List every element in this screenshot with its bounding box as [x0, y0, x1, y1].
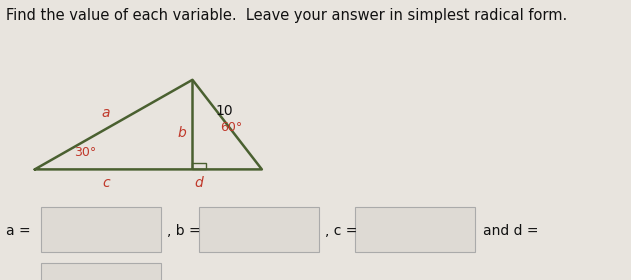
Text: d: d [194, 176, 203, 190]
Text: , c =: , c = [325, 224, 357, 238]
Text: b: b [177, 126, 186, 140]
Text: and d =: and d = [483, 224, 538, 238]
Text: 10: 10 [215, 104, 233, 118]
Text: a =: a = [6, 224, 31, 238]
FancyBboxPatch shape [41, 263, 161, 280]
Bar [192, 163, 206, 169]
FancyBboxPatch shape [355, 207, 475, 252]
Text: 30°: 30° [74, 146, 97, 159]
FancyBboxPatch shape [199, 207, 319, 252]
FancyBboxPatch shape [41, 207, 161, 252]
Text: Find the value of each variable.  Leave your answer in simplest radical form.: Find the value of each variable. Leave y… [6, 8, 567, 24]
Text: a: a [102, 106, 110, 120]
Text: c: c [102, 176, 110, 190]
Text: 60°: 60° [220, 121, 242, 134]
Text: , b =: , b = [167, 224, 201, 238]
